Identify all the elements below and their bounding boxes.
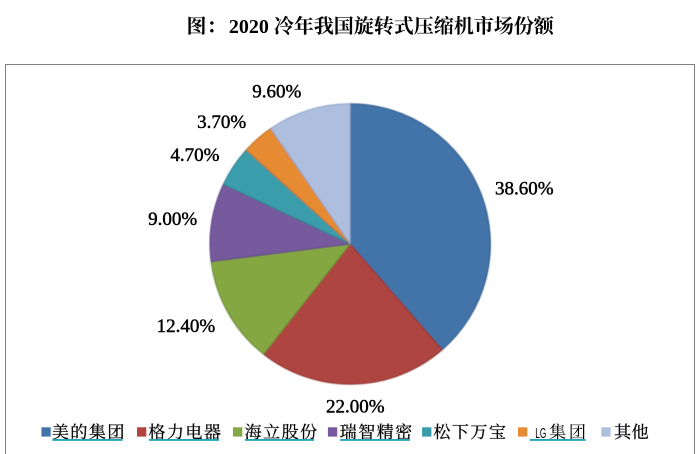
svg-text:9.00%: 9.00% <box>148 209 197 230</box>
svg-text:LG: LG <box>535 426 546 442</box>
svg-text:2020: 2020 <box>229 16 269 38</box>
svg-text:22.00%: 22.00% <box>326 396 385 417</box>
svg-text:38.60%: 38.60% <box>495 179 554 200</box>
svg-text:9.60%: 9.60% <box>252 82 301 103</box>
svg-text:4.70%: 4.70% <box>170 145 219 166</box>
svg-text:3.70%: 3.70% <box>197 112 246 133</box>
svg-text:12.40%: 12.40% <box>157 316 216 337</box>
